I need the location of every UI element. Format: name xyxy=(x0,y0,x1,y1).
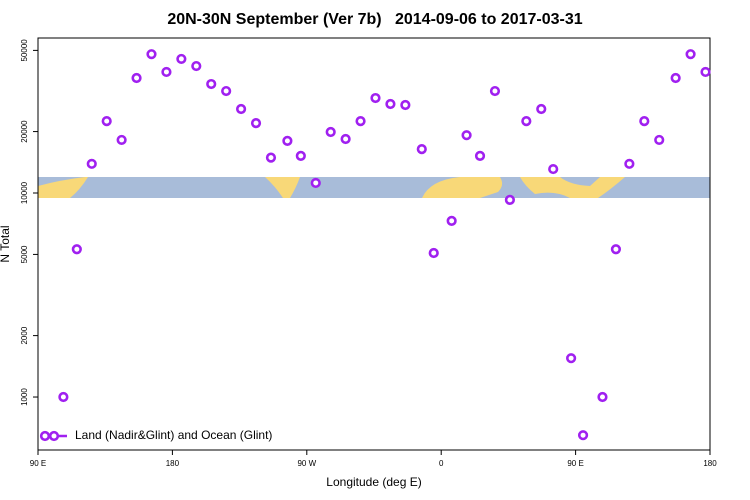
y-tick-label: 5000 xyxy=(20,245,29,263)
data-point xyxy=(221,85,232,97)
data-point xyxy=(504,194,515,206)
legend-marker xyxy=(39,430,51,442)
x-axis-label: Longitude (deg E) xyxy=(326,475,421,489)
data-point xyxy=(700,66,711,78)
data-point xyxy=(295,150,306,161)
x-tick-label: 0 xyxy=(439,459,444,468)
data-point xyxy=(385,98,396,110)
data-point xyxy=(521,116,532,127)
data-point xyxy=(116,134,127,146)
data-point xyxy=(400,99,411,111)
y-tick-label: 50000 xyxy=(20,39,29,62)
data-point xyxy=(461,130,472,141)
data-point xyxy=(566,353,577,364)
data-point xyxy=(176,53,187,65)
y-tick-label: 2000 xyxy=(20,326,29,344)
data-point xyxy=(536,103,547,115)
data-point xyxy=(370,92,381,104)
data-point xyxy=(597,391,608,403)
legend-marker xyxy=(48,430,60,442)
y-axis-label: N Total xyxy=(0,225,12,262)
y-tick-label: 10000 xyxy=(20,181,29,204)
x-tick-label: 180 xyxy=(166,459,180,468)
map-strip xyxy=(38,177,710,198)
data-point xyxy=(548,163,559,175)
data-point xyxy=(355,116,366,127)
data-point xyxy=(624,158,635,169)
y-tick-label: 1000 xyxy=(20,388,29,406)
legend-label: Land (Nadir&Glint) and Ocean (Glint) xyxy=(75,428,272,442)
data-point xyxy=(146,49,157,60)
data-point xyxy=(131,72,142,84)
x-tick-label: 90 W xyxy=(297,459,316,468)
data-point xyxy=(670,72,681,84)
data-point xyxy=(685,49,696,60)
x-tick-label: 90 E xyxy=(567,459,583,468)
data-point xyxy=(489,85,501,97)
data-point xyxy=(325,126,336,138)
data-point xyxy=(282,135,293,147)
data-point xyxy=(428,247,439,259)
data-point xyxy=(610,244,622,255)
data-point xyxy=(101,116,112,127)
x-tick-label: 180 xyxy=(703,459,717,468)
data-point xyxy=(71,244,82,255)
chart-title: 20N-30N September (Ver 7b) 2014-09-06 to… xyxy=(167,11,582,28)
data-point xyxy=(265,152,277,163)
data-point xyxy=(446,215,457,226)
x-tick-label: 90 E xyxy=(30,459,46,468)
data-point xyxy=(235,103,247,115)
data-point xyxy=(577,430,589,441)
data-point xyxy=(639,116,650,127)
data-point xyxy=(310,177,321,189)
data-point xyxy=(340,133,351,145)
data-point xyxy=(191,60,202,72)
data-point xyxy=(161,66,172,78)
plot-frame xyxy=(37,37,711,451)
data-point xyxy=(250,118,262,129)
data-point xyxy=(86,158,97,169)
data-point xyxy=(416,144,427,155)
data-point xyxy=(654,134,665,146)
y-tick-label: 20000 xyxy=(20,120,29,143)
data-point xyxy=(206,78,217,90)
data-point xyxy=(474,150,486,161)
data-point xyxy=(58,391,69,403)
